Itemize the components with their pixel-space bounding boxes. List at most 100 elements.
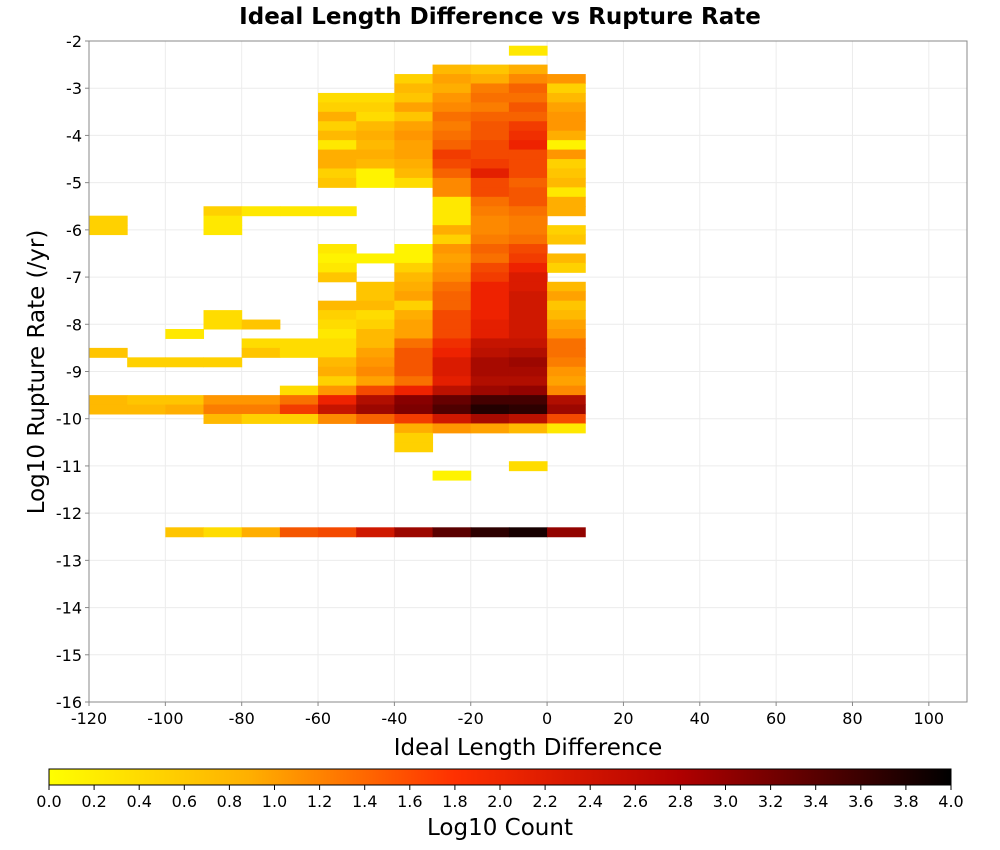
heatmap-cell [356,168,395,179]
heatmap-cell [470,149,510,160]
y-tick-label: -14 [56,599,82,618]
heatmap-cell [547,300,586,311]
y-tick-label: -15 [56,646,82,665]
heatmap-cell [165,357,205,368]
heatmap-cell [470,92,510,103]
heatmap-cell [547,177,586,188]
heatmap-cell [127,357,166,368]
heatmap-cell [470,310,510,321]
heatmap-cell [356,281,395,292]
colorbar-tick-label: 3.8 [893,792,918,811]
x-tick-label: 0 [542,709,552,728]
heatmap-cell [547,395,586,406]
heatmap-cell [89,395,128,406]
heatmap-cell [356,253,395,264]
heatmap-cell [165,395,205,406]
heatmap-cell [547,376,586,387]
heatmap-cell [547,92,586,103]
y-tick-label: -10 [56,410,82,429]
heatmap-cell [432,177,472,188]
colorbar-tick-label: 0.8 [217,792,242,811]
heatmap-cell [394,395,434,406]
heatmap-cell [432,102,472,113]
x-tick-label: 60 [766,709,786,728]
heatmap-cell [470,395,510,406]
heatmap-cell [203,357,243,368]
heatmap-cell [470,234,510,245]
y-tick-label: -9 [66,363,82,382]
y-tick-label: -8 [66,315,82,334]
heatmap-cell [470,253,510,264]
heatmap-cell [432,404,472,415]
y-tick-label: -2 [66,32,82,51]
heatmap-cell [508,45,548,56]
heatmap-cell [547,206,586,217]
heatmap-cell [432,234,472,245]
heatmap-cell [432,253,472,264]
colorbar-tick-label: 3.6 [848,792,873,811]
heatmap-cell [508,234,548,245]
heatmap-cell [547,140,586,151]
heatmap-cell [89,215,128,226]
heatmap-cell [432,395,472,406]
heatmap-cell [432,121,472,132]
heatmap-cell [318,177,357,188]
heatmap-cell [394,130,434,141]
y-tick-label: -16 [56,693,82,712]
heatmap-cell [508,413,548,424]
heatmap-cell [470,225,510,236]
heatmap-cell [508,347,548,358]
heatmap-cell [547,83,586,94]
heatmap-cell [508,357,548,368]
heatmap-cell [432,413,472,424]
heatmap-cell [203,395,243,406]
heatmap-cell [432,83,472,94]
y-tick-label: -12 [56,504,82,523]
heatmap-cell [432,130,472,141]
heatmap-cell [547,168,586,179]
colorbar-tick-label: 2.0 [487,792,512,811]
heatmap-cell [279,347,319,358]
heatmap-cell [394,413,434,424]
heatmap-cell [394,92,434,103]
y-tick-label: -3 [66,79,82,98]
heatmap-cell [356,102,395,113]
heatmap-cell [470,404,510,415]
heatmap-cell [547,74,586,84]
heatmap-cell [432,338,472,349]
heatmap-cell [508,527,548,538]
heatmap-cell [356,92,395,103]
heatmap-cell [318,206,357,217]
heatmap-cell [508,121,548,132]
heatmap-cell [318,366,357,377]
heatmap-cell [89,225,128,236]
heatmap-cell [508,187,548,198]
heatmap-cell [203,310,243,321]
heatmap-cell [394,83,434,94]
heatmap-cell [165,527,205,538]
heatmap-cell [508,177,548,188]
heatmap-cell [470,64,510,75]
heatmap-cell [470,262,510,273]
heatmap-cell [508,338,548,349]
heatmap-cell [279,527,319,538]
heatmap-cell [394,253,434,264]
heatmap-cell [470,291,510,302]
heatmap-cell [241,413,281,424]
heatmap-cell [318,244,357,254]
heatmap-cell [547,234,586,245]
heatmap-cell [279,338,319,349]
heatmap-cell [547,253,586,264]
heatmap-cell [432,376,472,387]
heatmap-cell [318,404,357,415]
heatmap-cell [394,310,434,321]
colorbar-tick-label: 3.0 [713,792,738,811]
heatmap-cell [394,244,434,254]
heatmap-cell [508,395,548,406]
heatmap-cell [470,281,510,292]
heatmap-cell [470,196,510,207]
heatmap-cell [547,262,586,273]
heatmap-cell [508,272,548,283]
heatmap-cell [394,111,434,122]
heatmap-cell [508,366,548,377]
